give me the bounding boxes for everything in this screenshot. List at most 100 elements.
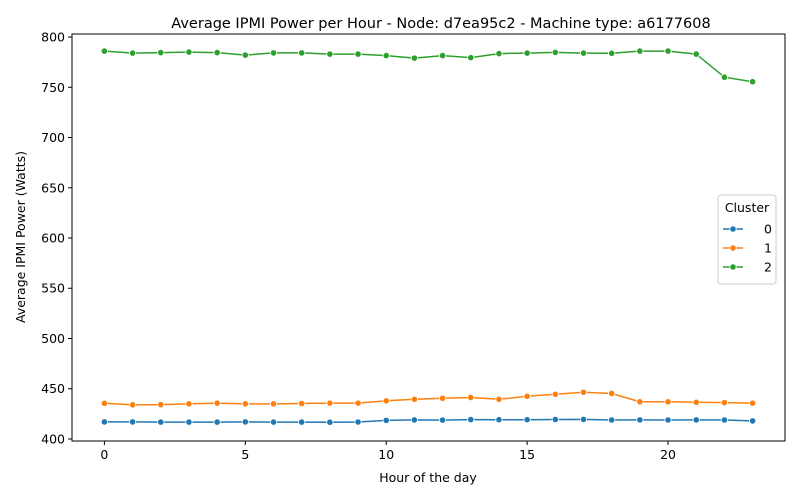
data-point — [128, 401, 137, 409]
data-point — [382, 52, 390, 60]
series-layer — [100, 47, 757, 426]
data-point — [579, 388, 588, 396]
data-point — [157, 401, 165, 409]
data-point — [720, 73, 729, 81]
data-point — [495, 49, 503, 58]
data-point — [608, 416, 616, 424]
legend-swatch-marker — [729, 263, 737, 271]
data-point — [100, 418, 109, 426]
legend-label: 1 — [764, 241, 772, 256]
data-point — [523, 416, 531, 424]
data-point — [128, 49, 137, 57]
data-point — [608, 389, 616, 398]
data-point — [241, 400, 249, 408]
legend-box — [717, 194, 777, 285]
data-point — [467, 54, 475, 62]
data-point — [410, 54, 419, 62]
data-point — [185, 400, 193, 408]
data-point — [157, 48, 165, 57]
y-axis-ticks: 400 450 500 550 600 650 700 750 800 — [41, 30, 72, 446]
data-point — [382, 416, 390, 424]
data-point — [467, 393, 475, 402]
legend-label: 2 — [764, 260, 772, 275]
data-point — [326, 418, 334, 426]
chart-title: Average IPMI Power per Hour - Node: d7ea… — [171, 16, 710, 32]
x-axis-ticks: 0 5 10 15 20 — [100, 441, 676, 462]
y-tick-label: 400 — [41, 431, 65, 446]
series-line-0 — [104, 418, 753, 423]
data-point — [326, 399, 334, 407]
y-tick-label: 600 — [41, 231, 65, 246]
y-tick-label: 550 — [41, 281, 65, 296]
data-point — [269, 400, 278, 408]
y-axis-label: Average IPMI Power (Watts) — [13, 151, 28, 323]
data-point — [636, 398, 644, 406]
data-point — [100, 399, 109, 407]
data-point — [128, 418, 137, 426]
y-tick-label: 750 — [41, 80, 65, 95]
data-point — [608, 49, 616, 57]
data-point — [410, 395, 419, 403]
y-tick-label: 800 — [41, 30, 65, 45]
data-point — [636, 47, 644, 55]
x-tick-label: 5 — [241, 447, 249, 462]
data-point — [523, 392, 531, 400]
y-tick-label: 700 — [41, 130, 65, 145]
legend-swatch-marker — [729, 244, 737, 252]
data-point — [523, 49, 531, 57]
data-point — [720, 416, 729, 424]
x-axis-label: Hour of the day — [379, 470, 477, 485]
data-point — [438, 394, 447, 402]
legend-label: 0 — [764, 222, 772, 237]
data-point — [213, 48, 221, 57]
data-point — [636, 416, 644, 424]
data-point — [438, 416, 447, 424]
data-point — [579, 415, 588, 423]
data-point — [748, 399, 757, 407]
data-point — [551, 415, 559, 424]
data-point — [664, 398, 672, 406]
legend-title: Cluster — [725, 200, 770, 215]
y-tick-label: 650 — [41, 180, 65, 195]
data-point — [298, 49, 306, 57]
data-point — [100, 47, 109, 55]
data-point — [551, 390, 559, 398]
legend-swatch-marker — [729, 225, 737, 233]
legend: Cluster 0 1 2 — [717, 194, 777, 285]
data-point — [185, 48, 193, 56]
x-tick-label: 20 — [660, 447, 676, 462]
data-point — [157, 418, 165, 426]
data-point — [692, 50, 700, 58]
x-tick-label: 15 — [519, 447, 535, 462]
data-point — [579, 49, 588, 57]
data-point — [410, 416, 419, 424]
data-point — [748, 417, 757, 425]
data-point — [241, 51, 249, 59]
y-tick-label: 450 — [41, 381, 65, 396]
data-point — [185, 418, 193, 426]
data-point — [298, 399, 306, 408]
data-point — [269, 418, 278, 426]
data-point — [382, 397, 390, 405]
data-point — [438, 52, 447, 60]
data-point — [354, 418, 362, 426]
y-tick-label: 500 — [41, 331, 65, 346]
data-point — [692, 416, 700, 424]
data-point — [213, 399, 221, 407]
series-line-1 — [104, 391, 753, 406]
data-point — [692, 398, 700, 406]
data-point — [298, 418, 306, 426]
data-point — [664, 47, 672, 55]
plot-frame — [71, 33, 786, 442]
data-point — [495, 416, 503, 424]
data-point — [354, 399, 362, 407]
data-point — [354, 50, 362, 58]
data-point — [326, 50, 334, 58]
x-tick-label: 0 — [100, 447, 108, 462]
data-point — [241, 418, 249, 426]
data-point — [720, 399, 729, 407]
data-point — [748, 78, 757, 86]
legend-entries: 0 1 2 — [723, 222, 772, 275]
